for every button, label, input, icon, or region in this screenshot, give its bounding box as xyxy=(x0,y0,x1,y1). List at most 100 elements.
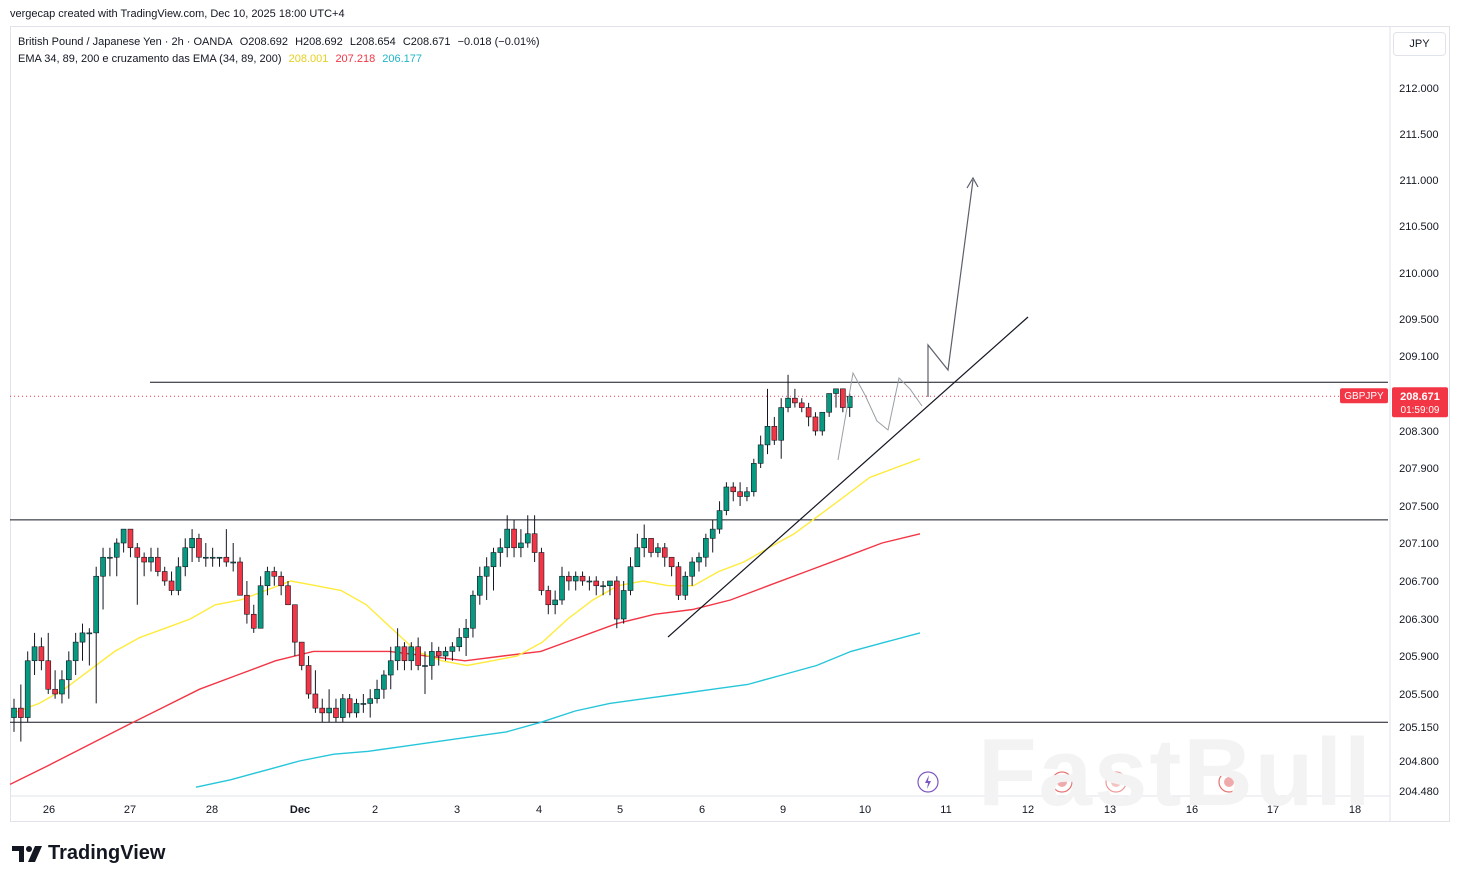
candle-body xyxy=(244,594,250,615)
candle-body xyxy=(292,604,298,643)
candle-body xyxy=(168,580,175,591)
candle-body xyxy=(52,688,58,695)
candle-body xyxy=(401,646,408,662)
candle-body xyxy=(798,402,805,408)
candle-body xyxy=(59,679,65,695)
candle-body xyxy=(730,486,737,493)
price-tag-countdown: 01:59:09 xyxy=(1401,405,1440,416)
candle-body xyxy=(264,571,271,587)
candle-body xyxy=(435,651,442,657)
time-tick-label: 16 xyxy=(1186,804,1198,816)
candle xyxy=(648,538,654,558)
candle xyxy=(675,562,682,600)
candle xyxy=(182,538,189,577)
candle xyxy=(209,547,216,567)
candle xyxy=(682,571,689,600)
uk-flag-icon xyxy=(1218,771,1240,793)
symbol-name: British Pound / Japanese Yen · 2h · OAND… xyxy=(18,36,233,48)
price-tick-label: 206.700 xyxy=(1399,576,1439,588)
candle xyxy=(353,698,360,718)
flag-glyph xyxy=(1057,777,1067,787)
price-tick-label: 209.100 xyxy=(1399,351,1439,363)
price-tick-label: 210.500 xyxy=(1399,221,1439,233)
candle xyxy=(367,689,374,718)
candle xyxy=(134,543,141,605)
time-tick-label: 28 xyxy=(206,804,218,816)
candle-body xyxy=(257,585,264,629)
candle-body xyxy=(655,547,661,553)
candle xyxy=(168,571,175,596)
candle-body xyxy=(86,632,93,635)
candle xyxy=(360,694,367,713)
candle xyxy=(319,698,326,723)
candle xyxy=(148,547,154,572)
candle-body xyxy=(305,665,312,695)
ema200-value: 206.177 xyxy=(382,53,423,65)
candle xyxy=(661,543,668,567)
candle xyxy=(107,547,113,577)
candle-body xyxy=(586,580,593,583)
candle-body xyxy=(312,693,319,709)
candle-body xyxy=(538,552,545,591)
candle-body xyxy=(716,510,723,530)
candle-body xyxy=(846,396,853,408)
candle xyxy=(641,524,648,558)
candle-body xyxy=(764,426,771,446)
candle xyxy=(230,543,236,572)
candle xyxy=(38,637,45,671)
price-tick-label: 210.000 xyxy=(1399,268,1439,280)
candle xyxy=(757,435,764,468)
candle xyxy=(422,651,428,694)
candle xyxy=(100,547,106,610)
candle xyxy=(408,642,415,671)
candle-body xyxy=(141,556,147,563)
candle-body xyxy=(408,646,415,662)
candle xyxy=(490,547,497,591)
time-tick-label: 11 xyxy=(940,804,951,816)
candle xyxy=(524,515,531,548)
candle-body xyxy=(449,646,456,652)
tradingview-logo[interactable]: TradingView xyxy=(12,842,165,865)
candle-body xyxy=(11,707,17,718)
candle xyxy=(415,637,421,671)
candle xyxy=(250,604,257,633)
candle-body xyxy=(805,407,812,418)
candle xyxy=(785,374,791,413)
candle xyxy=(59,670,65,704)
candle xyxy=(572,571,579,591)
candle-body xyxy=(100,556,106,577)
price-tag-bg xyxy=(1392,387,1448,418)
candle-body xyxy=(209,556,216,559)
candle-body xyxy=(45,660,52,690)
candle xyxy=(716,501,723,534)
time-tick-label: 26 xyxy=(43,804,55,816)
candle xyxy=(113,538,120,577)
symbol-tag-label: GBPJPY xyxy=(1344,391,1384,402)
candle xyxy=(429,642,435,680)
candle xyxy=(497,538,504,567)
candle xyxy=(552,590,558,615)
ema89-line xyxy=(9,533,921,786)
candle xyxy=(613,576,620,629)
candle-body xyxy=(648,538,654,553)
projection-path xyxy=(927,179,974,397)
candle xyxy=(223,529,230,567)
candle-body xyxy=(394,646,401,662)
candle-body xyxy=(374,688,380,700)
tradingview-icon xyxy=(12,845,42,862)
candle-body xyxy=(367,698,374,704)
candle xyxy=(298,641,305,671)
lightning-glyph xyxy=(925,775,931,789)
candle xyxy=(764,388,771,455)
time-tick-label: 9 xyxy=(780,804,786,816)
ema-legend[interactable]: EMA 34, 89, 200 e cruzamento das EMA (34… xyxy=(18,53,426,65)
chart-credit: vergecap created with TradingView.com, D… xyxy=(10,8,345,20)
currency-button[interactable]: JPY xyxy=(1393,32,1446,56)
candle-body xyxy=(483,566,490,577)
candle xyxy=(257,576,264,629)
time-tick-label: 6 xyxy=(699,804,705,816)
candle xyxy=(737,482,743,506)
candle-body xyxy=(572,575,579,582)
candle-body xyxy=(566,575,572,582)
